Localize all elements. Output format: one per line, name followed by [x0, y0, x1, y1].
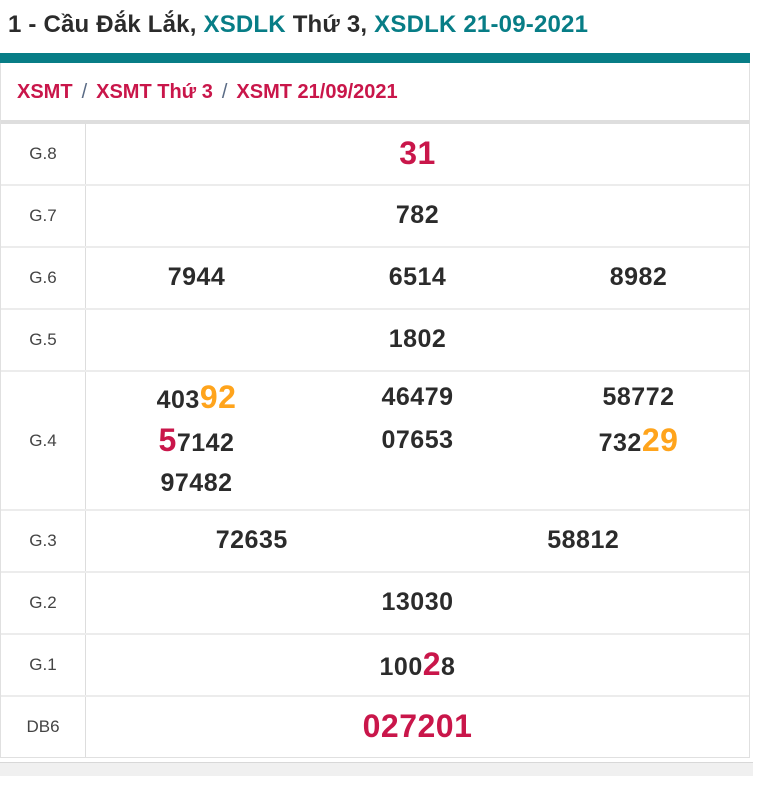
value-line: 97482 — [86, 462, 749, 505]
title-segment: XSDLK — [203, 11, 286, 38]
table-row-g-2: G.2 13030 — [1, 571, 749, 633]
number-segment: 8 — [441, 653, 456, 682]
value-cell: 58772 — [528, 382, 749, 412]
results-panel: XSMT / XSMT Thứ 3 / XSMT 21/09/2021 G.8 31 G.7… — [0, 63, 750, 758]
breadcrumb-link-1[interactable]: XSMT — [17, 81, 73, 103]
table-row-g-4: G.4 403 92 46479 58772 5 7142 07653 732 29 97482 — [1, 370, 749, 509]
number-segment: 403 — [156, 385, 200, 414]
table-row-g-8: G.8 31 — [1, 124, 749, 184]
number-segment: 46479 — [381, 382, 454, 411]
value-line: 1802 — [86, 314, 749, 366]
number-segment: 2 — [422, 646, 442, 683]
value-cell: 782 — [86, 202, 749, 230]
value-cell: 5 7142 — [86, 421, 307, 458]
value-cell: 31 — [86, 136, 749, 171]
value-line: 31 — [86, 128, 749, 180]
value-cell: 07653 — [307, 425, 528, 455]
value-cell: 403 92 — [86, 378, 307, 415]
results-table: G.8 31 G.7 782 G.6 7944 6514 8982 G.5 1802 G.4 403 9… — [1, 124, 749, 757]
number-segment: 782 — [395, 201, 440, 230]
number-segment: 100 — [379, 653, 423, 682]
prize-label: G.5 — [1, 310, 86, 370]
table-row-g-5: G.5 1802 — [1, 308, 749, 370]
page-title: 1 - Cầu Đắk Lắk, XSDLK Thứ 3, XSDLK 21-0… — [0, 0, 761, 40]
number-segment: 8982 — [609, 263, 668, 292]
value-line: 403 92 46479 58772 — [86, 376, 749, 419]
breadcrumb-separator: / — [81, 81, 88, 103]
number-segment: 58812 — [547, 526, 620, 555]
number-segment: 58772 — [602, 382, 675, 411]
number-segment: 07653 — [381, 425, 454, 454]
next-section-strip — [0, 762, 753, 776]
number-segment: 7944 — [167, 263, 226, 292]
prize-label: G.7 — [1, 186, 86, 246]
title-segment: XSDLK 21-09-2021 — [374, 11, 589, 38]
value-line: 782 — [86, 190, 749, 242]
table-row-g-3: G.3 72635 58812 — [1, 509, 749, 571]
breadcrumb-link-2[interactable]: XSMT Thứ 3 — [96, 81, 213, 103]
value-cell: 13030 — [86, 589, 749, 617]
prize-values: 027201 — [86, 697, 749, 757]
number-segment: 31 — [399, 135, 436, 172]
value-line: 100 2 8 — [86, 639, 749, 691]
prize-label: G.8 — [1, 124, 86, 184]
table-row-g-1: G.1 100 2 8 — [1, 633, 749, 695]
number-segment: 29 — [641, 421, 679, 458]
value-cell: 72635 — [86, 527, 418, 555]
breadcrumb-separator: / — [221, 81, 228, 103]
prize-values: 403 92 46479 58772 5 7142 07653 732 29 97482 — [86, 372, 749, 509]
prize-label: G.6 — [1, 248, 86, 308]
number-segment: 97482 — [160, 468, 233, 497]
number-segment: 027201 — [362, 708, 473, 745]
value-line: 72635 58812 — [86, 515, 749, 567]
value-line: 7944 6514 8982 — [86, 252, 749, 304]
prize-values: 7944 6514 8982 — [86, 248, 749, 308]
title-segment: Thứ 3, — [285, 11, 375, 38]
prize-values: 100 2 8 — [86, 635, 749, 695]
number-segment: 5 — [158, 421, 177, 458]
value-line: 13030 — [86, 577, 749, 629]
value-line: 5 7142 07653 732 29 — [86, 419, 749, 462]
title-underline-bar — [0, 53, 750, 63]
number-segment: 72635 — [215, 526, 288, 555]
value-cell: 732 29 — [528, 421, 749, 458]
prize-values: 782 — [86, 186, 749, 246]
number-segment: 1802 — [388, 325, 447, 354]
breadcrumb: XSMT / XSMT Thứ 3 / XSMT 21/09/2021 — [1, 63, 749, 120]
table-row-db6: DB6 027201 — [1, 695, 749, 757]
prize-values: 31 — [86, 124, 749, 184]
prize-label: G.1 — [1, 635, 86, 695]
value-cell: 97482 — [86, 468, 307, 498]
prize-values: 13030 — [86, 573, 749, 633]
prize-label: G.3 — [1, 511, 86, 571]
number-segment: 732 — [598, 428, 642, 457]
breadcrumb-link-3[interactable]: XSMT 21/09/2021 — [236, 81, 398, 103]
value-cell: 6514 — [307, 264, 528, 292]
value-cell: 58812 — [418, 527, 750, 555]
value-cell: 8982 — [528, 264, 749, 292]
prize-label: DB6 — [1, 697, 86, 757]
value-cell: 1802 — [86, 326, 749, 354]
number-segment: 7142 — [176, 428, 235, 457]
prize-label: G.2 — [1, 573, 86, 633]
value-line: 027201 — [86, 701, 749, 753]
breadcrumb-divider — [1, 120, 749, 124]
value-cell: 100 2 8 — [86, 647, 749, 682]
value-cell: 7944 — [86, 264, 307, 292]
value-cell: 46479 — [307, 382, 528, 412]
table-row-g-6: G.6 7944 6514 8982 — [1, 246, 749, 308]
number-segment: 92 — [199, 378, 237, 415]
number-segment: 6514 — [388, 263, 447, 292]
prize-values: 72635 58812 — [86, 511, 749, 571]
table-row-g-7: G.7 782 — [1, 184, 749, 246]
value-cell: 027201 — [86, 709, 749, 744]
prize-label: G.4 — [1, 372, 86, 509]
title-segment: 1 - Cầu Đắk Lắk, — [8, 11, 204, 38]
number-segment: 13030 — [381, 588, 454, 617]
prize-values: 1802 — [86, 310, 749, 370]
